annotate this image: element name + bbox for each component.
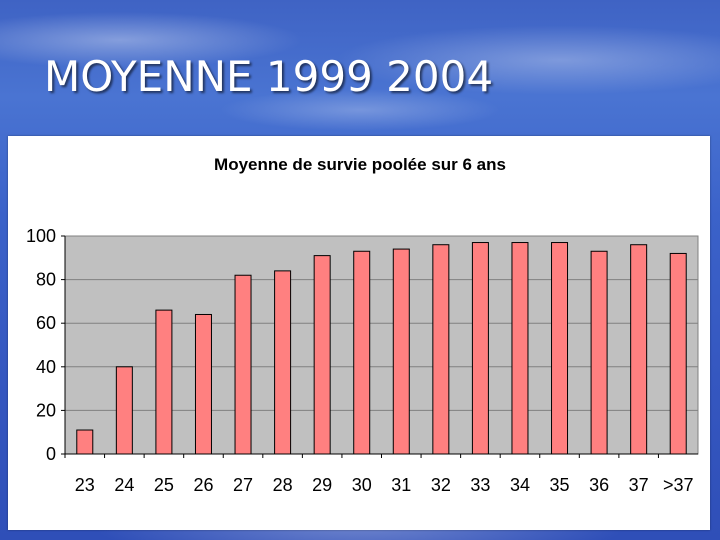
x-tick-label: 25: [154, 475, 174, 495]
y-tick-label: 20: [36, 400, 56, 420]
bar-32: [432, 244, 450, 455]
x-tick-label: 34: [510, 475, 530, 495]
x-tick-label: 29: [312, 475, 332, 495]
plot-area: 0 20 40 60 80 100 23 24 25 26 27 28 29 30 31 32 33 34 35 36…: [26, 226, 699, 495]
x-tick-label: 26: [193, 475, 213, 495]
x-tick-label: 24: [114, 475, 134, 495]
bar-33: [471, 242, 489, 455]
x-tick-label: 36: [589, 475, 609, 495]
bar-gt37: [669, 252, 687, 455]
x-tick-label: 35: [550, 475, 570, 495]
x-tick-label: 33: [470, 475, 490, 495]
bar-28: [274, 270, 292, 455]
x-tick-label: >37: [663, 475, 694, 495]
bar-34: [511, 242, 529, 455]
bar-29: [313, 255, 331, 455]
bar-23: [76, 429, 94, 455]
bar-27: [234, 274, 252, 455]
y-tick-label: 40: [36, 357, 56, 377]
bar-30: [353, 250, 371, 455]
x-tick-label: 30: [352, 475, 372, 495]
x-tick-label: 32: [431, 475, 451, 495]
bar-chart: Moyenne de survie poolée sur 6 ans 0 20 40…: [26, 155, 699, 495]
x-tick-label: 31: [391, 475, 411, 495]
bar-36: [590, 250, 608, 455]
x-tick-label: 27: [233, 475, 253, 495]
chart-frame: Moyenne de survie poolée sur 6 ans 0 20 40…: [8, 136, 710, 530]
slide-title: MOYENNE 1999 2004: [44, 52, 494, 101]
bar-37: [630, 244, 648, 455]
x-tick-label: 37: [629, 475, 649, 495]
bar-24: [115, 366, 133, 455]
bar-35: [551, 242, 569, 455]
y-tick-label: 80: [36, 270, 56, 290]
y-tick-label: 60: [36, 313, 56, 333]
bar-26: [194, 313, 212, 455]
chart-title: Moyenne de survie poolée sur 6 ans: [214, 155, 506, 174]
bar-31: [392, 248, 410, 455]
x-tick-label: 28: [273, 475, 293, 495]
x-tick-label: 23: [75, 475, 95, 495]
y-tick-label: 100: [26, 226, 56, 246]
y-tick-label: 0: [46, 444, 56, 464]
bar-25: [155, 309, 173, 455]
